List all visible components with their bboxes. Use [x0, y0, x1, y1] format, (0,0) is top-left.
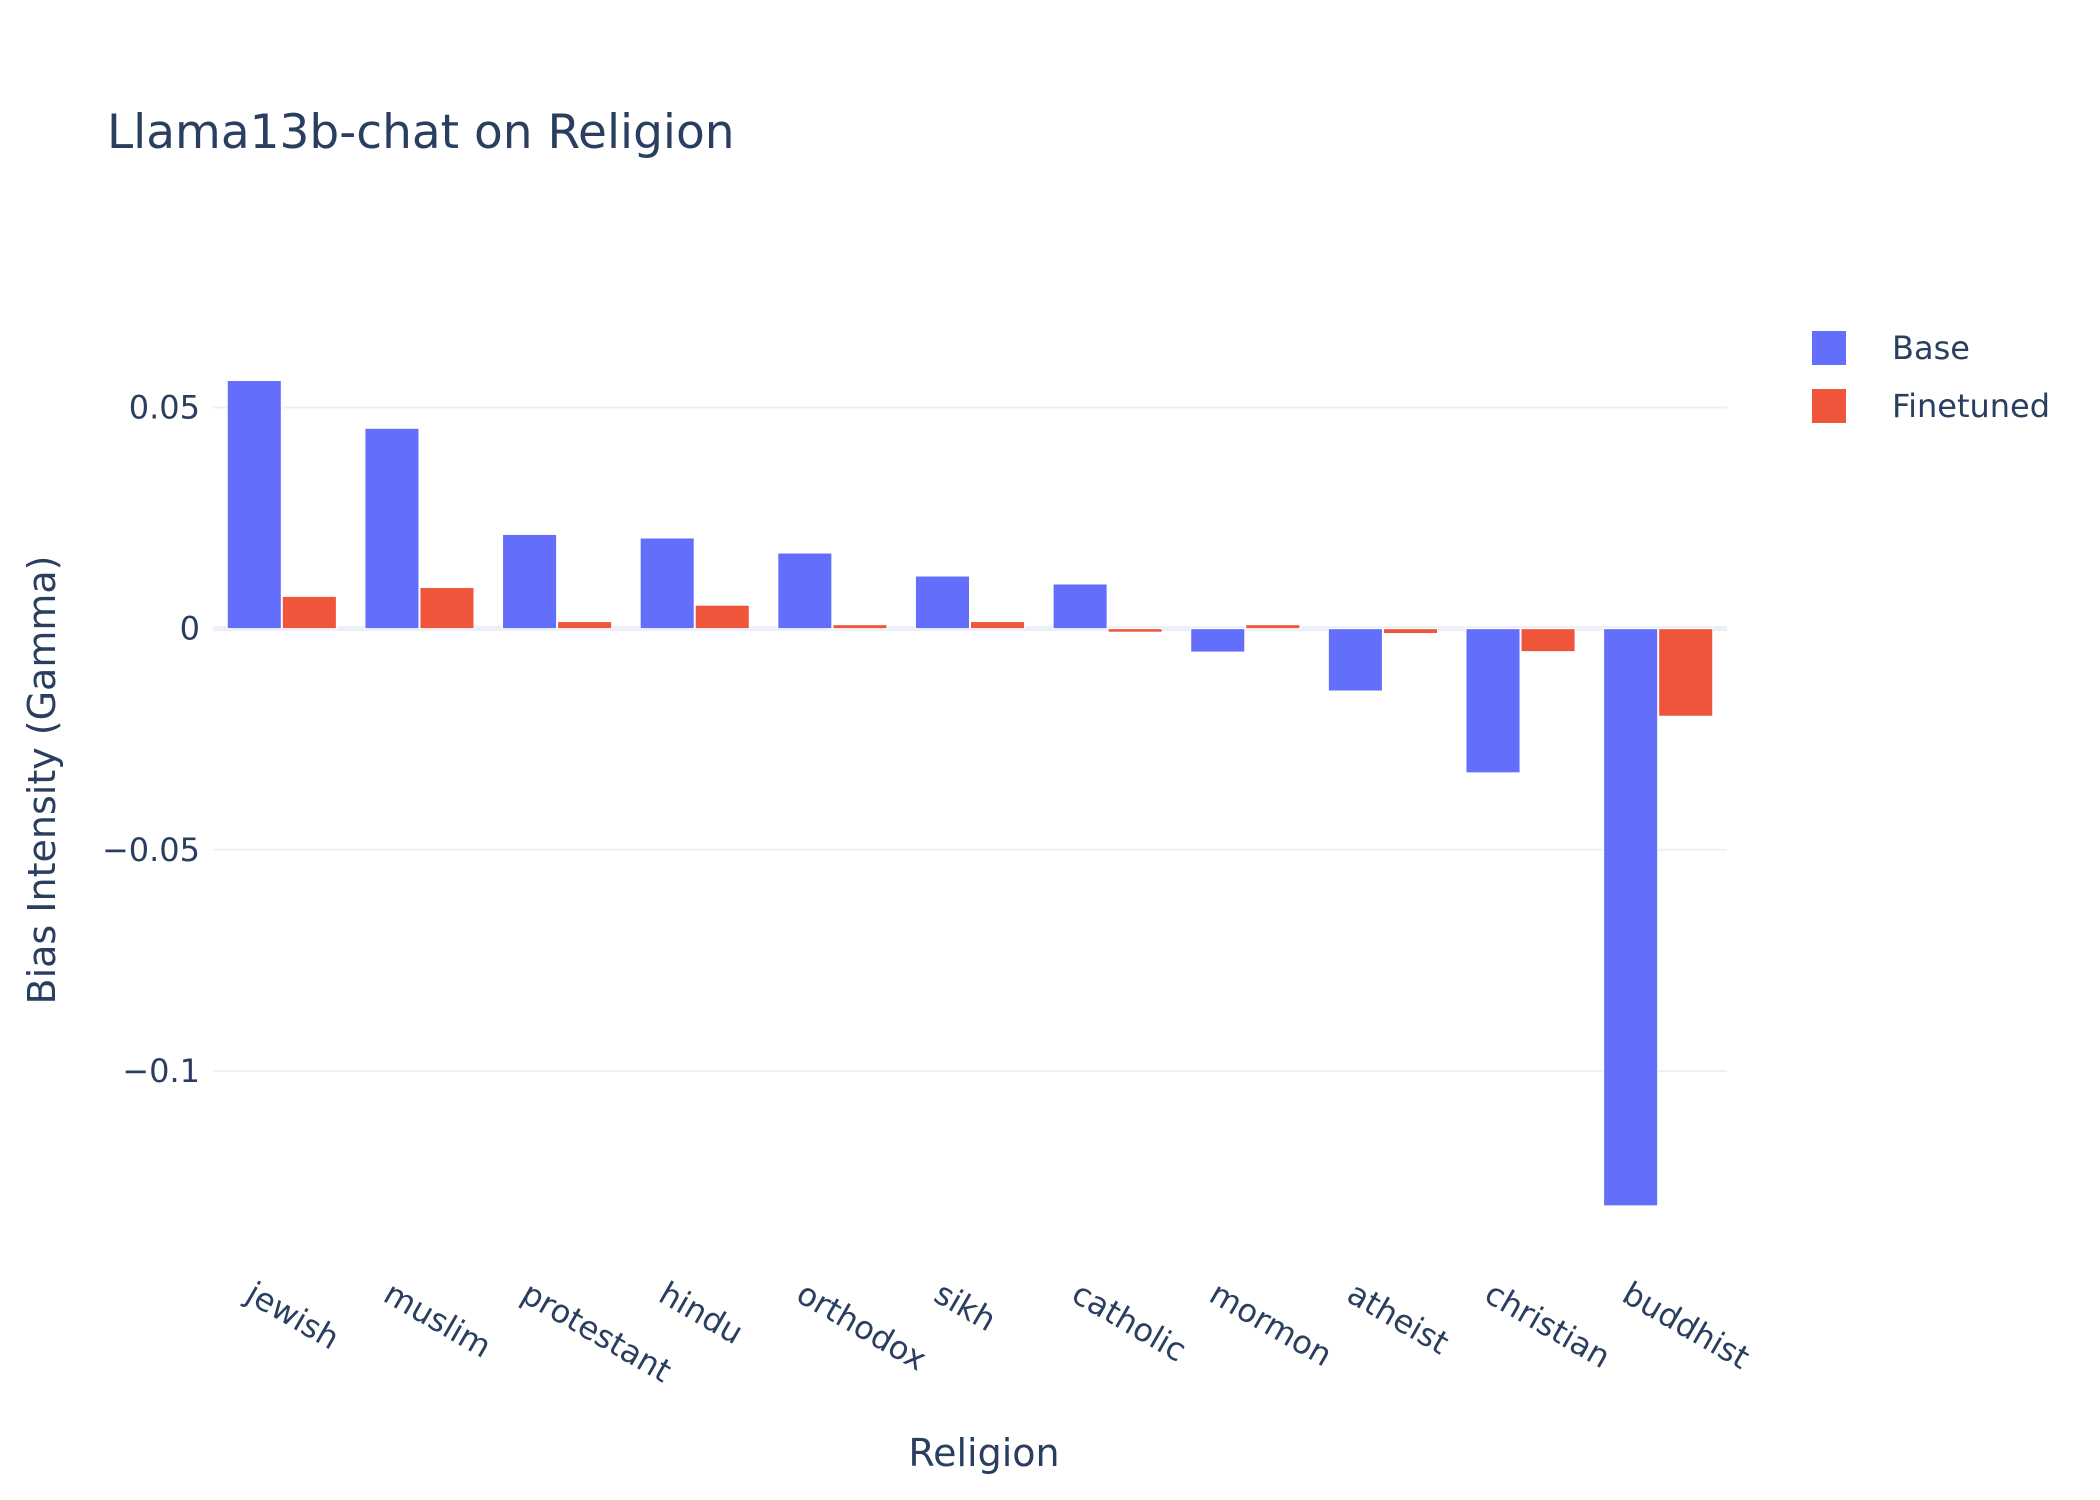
bar-finetuned-atheist[interactable] — [1382, 628, 1438, 635]
bar-finetuned-buddhist[interactable] — [1658, 628, 1714, 717]
legend-label: Base — [1892, 329, 1970, 367]
y-tick-label: 0 — [180, 610, 200, 648]
bar-finetuned-hindu[interactable] — [694, 604, 750, 630]
bar-finetuned-muslim[interactable] — [419, 587, 475, 630]
legend-label: Finetuned — [1892, 387, 2050, 425]
bar-finetuned-sikh[interactable] — [970, 621, 1026, 630]
legend-swatch — [1812, 389, 1846, 423]
bar-base-sikh[interactable] — [914, 575, 970, 630]
legend-swatch — [1812, 331, 1846, 365]
bar-base-protestant[interactable] — [502, 533, 558, 630]
chart-title: Llama13b-chat on Religion — [107, 105, 735, 160]
bar-finetuned-jewish[interactable] — [281, 595, 337, 630]
bar-base-hindu[interactable] — [639, 537, 695, 630]
bars — [226, 380, 1714, 1207]
bar-base-mormon[interactable] — [1190, 628, 1246, 653]
bar-base-catholic[interactable] — [1052, 583, 1108, 630]
y-tick-label: −0.1 — [122, 1052, 200, 1090]
y-tick-label: −0.05 — [102, 831, 200, 869]
y-axis-ticks: 0.05 0 −0.05 −0.1 — [102, 389, 200, 1090]
bar-base-jewish[interactable] — [226, 380, 282, 630]
legend-item-base[interactable]: Base — [1812, 329, 1970, 367]
y-tick-label: 0.05 — [129, 389, 200, 427]
bar-base-muslim[interactable] — [364, 427, 420, 630]
legend[interactable]: Base Finetuned — [1812, 329, 2050, 425]
legend-item-finetuned[interactable]: Finetuned — [1812, 387, 2050, 425]
y-axis-title: Bias Intensity (Gamma) — [20, 556, 64, 1005]
bar-base-buddhist[interactable] — [1603, 628, 1659, 1207]
bar-base-atheist[interactable] — [1327, 628, 1383, 692]
bar-base-christian[interactable] — [1465, 628, 1521, 774]
bar-finetuned-christian[interactable] — [1520, 628, 1576, 653]
bar-finetuned-orthodox[interactable] — [832, 624, 888, 630]
bar-finetuned-protestant[interactable] — [557, 621, 613, 630]
bar-finetuned-mormon[interactable] — [1245, 624, 1301, 630]
bar-finetuned-catholic[interactable] — [1107, 628, 1163, 633]
bar-base-orthodox[interactable] — [777, 552, 833, 630]
x-axis-title: Religion — [908, 1431, 1059, 1475]
